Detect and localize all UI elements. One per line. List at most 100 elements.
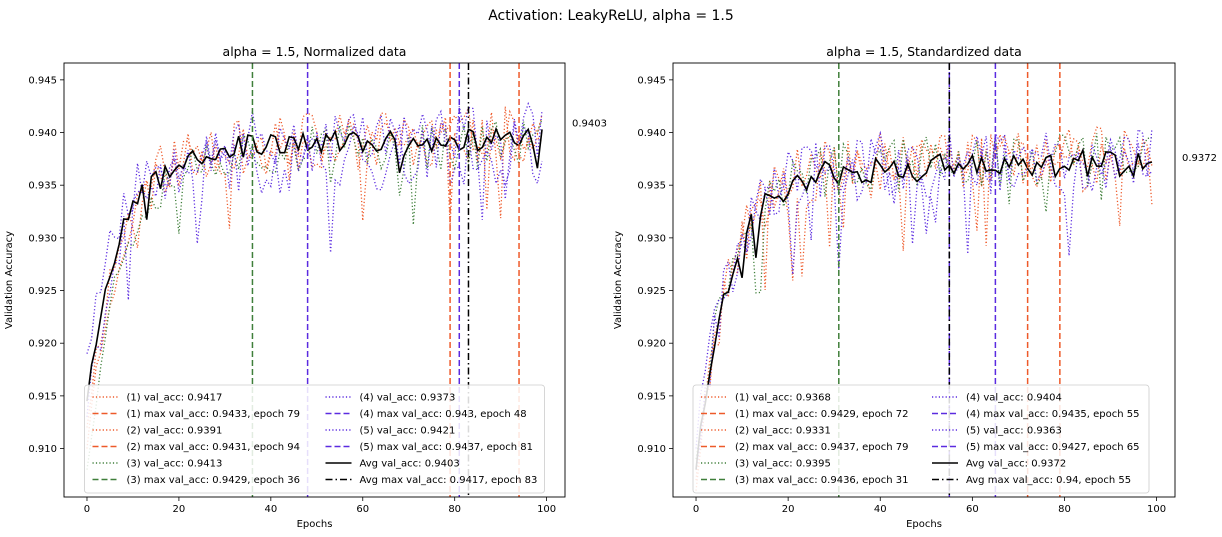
y-tick-label: 0.945 [28, 75, 57, 86]
legend-entry: (4) val_acc: 0.9373 [325, 393, 456, 404]
legend-label: (3) val_acc: 0.9413 [127, 459, 223, 470]
legend-label: Avg val_acc: 0.9372 [966, 459, 1066, 470]
end-value-annotation: 0.9403 [572, 118, 607, 129]
legend-entry: (5) val_acc: 0.9421 [325, 426, 456, 437]
legend-label: (4) max val_acc: 0.943, epoch 48 [360, 409, 527, 420]
x-tick-label: 0 [693, 504, 699, 515]
y-tick-label: 0.915 [637, 391, 666, 402]
legend-label: (5) val_acc: 0.9421 [360, 426, 456, 437]
chart-panel-2: alpha = 1.5, Standardized data 0 20 40 60 80 1… [613, 44, 1217, 530]
y-tick-label: 0.935 [637, 181, 666, 192]
y-tick-label: 0.935 [28, 181, 57, 192]
legend-label: (1) val_acc: 0.9368 [735, 393, 831, 404]
legend-entry: (2) max val_acc: 0.9431, epoch 94 [92, 442, 301, 453]
legend-label: Avg max val_acc: 0.94, epoch 55 [966, 475, 1131, 486]
legend-entry: (1) max val_acc: 0.9433, epoch 79 [92, 409, 301, 420]
legend-entry: (3) max val_acc: 0.9436, epoch 31 [701, 475, 909, 486]
legend-entry: Avg val_acc: 0.9403 [325, 459, 460, 470]
legend-entry: (1) val_acc: 0.9368 [701, 393, 831, 404]
x-tick-label: 20 [782, 504, 795, 515]
y-tick-label: 0.930 [28, 233, 57, 244]
legend-entry: Avg max val_acc: 0.94, epoch 55 [932, 475, 1131, 486]
legend-entry: Avg val_acc: 0.9372 [932, 459, 1066, 470]
legend-label: (2) max val_acc: 0.9431, epoch 94 [127, 442, 301, 453]
legend-entry: (1) max val_acc: 0.9429, epoch 72 [701, 409, 909, 420]
legend-label: Avg max val_acc: 0.9417, epoch 83 [360, 475, 538, 486]
series-line-3 [695, 133, 1153, 460]
legend-label: (3) max val_acc: 0.9429, epoch 36 [127, 475, 301, 486]
x-tick-label: 40 [264, 504, 277, 515]
legend-entry: (2) val_acc: 0.9331 [701, 426, 831, 437]
legend-entry: (2) val_acc: 0.9391 [92, 426, 223, 437]
y-tick-label: 0.925 [637, 286, 666, 297]
legend-label: (1) max val_acc: 0.9429, epoch 72 [735, 409, 909, 420]
x-axis-label: Epochs [297, 519, 333, 530]
y-tick-label: 0.925 [28, 286, 57, 297]
legend-label: Avg val_acc: 0.9403 [360, 459, 460, 470]
legend-label: (1) max val_acc: 0.9433, epoch 79 [127, 409, 301, 420]
legend-label: (4) val_acc: 0.9373 [360, 393, 456, 404]
y-tick-label: 0.915 [28, 391, 57, 402]
x-tick-label: 80 [1058, 504, 1071, 515]
legend-label: (5) val_acc: 0.9363 [966, 426, 1062, 437]
legend-entry: (5) val_acc: 0.9363 [932, 426, 1062, 437]
legend-label: (2) max val_acc: 0.9437, epoch 79 [735, 442, 909, 453]
chart-panel-1: alpha = 1.5, Normalized data 0 20 40 60 80 100… [4, 44, 607, 530]
series-line-5 [86, 101, 543, 354]
figure-suptitle: Activation: LeakyReLU, alpha = 1.5 [488, 8, 734, 24]
x-tick-label: 100 [537, 504, 556, 515]
axes-frame [672, 62, 1176, 498]
y-tick-label: 0.910 [637, 444, 666, 455]
legend-entry: (3) max val_acc: 0.9429, epoch 36 [92, 475, 301, 486]
legend-label: (1) val_acc: 0.9417 [127, 393, 223, 404]
legend-label: (4) max val_acc: 0.9435, epoch 55 [966, 409, 1140, 420]
legend-label: (3) max val_acc: 0.9436, epoch 31 [735, 475, 909, 486]
legend-entry: (4) max val_acc: 0.943, epoch 48 [325, 409, 527, 420]
legend-entry: (5) max val_acc: 0.9427, epoch 65 [932, 442, 1140, 453]
legend-entry: (3) val_acc: 0.9413 [92, 459, 223, 470]
series-line-4 [695, 128, 1153, 449]
legend: (1) val_acc: 0.9368 (1) max val_acc: 0.94… [692, 384, 1150, 494]
series-line-2 [695, 133, 1153, 481]
legend-entry: (1) val_acc: 0.9417 [92, 393, 223, 404]
series-line-5 [695, 128, 1153, 470]
x-tick-label: 20 [173, 504, 186, 515]
y-tick-label: 0.920 [637, 339, 666, 350]
y-axis-label: Validation Accuracy [613, 231, 624, 329]
y-axis-label: Validation Accuracy [4, 231, 15, 329]
legend-label: (3) val_acc: 0.9395 [735, 459, 831, 470]
end-value-annotation: 0.9372 [1182, 153, 1217, 164]
legend-label: (4) val_acc: 0.9404 [966, 393, 1062, 404]
x-tick-label: 40 [874, 504, 887, 515]
legend-entry: Avg max val_acc: 0.9417, epoch 83 [325, 475, 538, 486]
legend: (1) val_acc: 0.9417 (1) max val_acc: 0.94… [84, 384, 545, 494]
x-tick-label: 60 [966, 504, 979, 515]
legend-entry: (3) val_acc: 0.9395 [701, 459, 831, 470]
y-tick-label: 0.930 [637, 233, 666, 244]
series-line-6 [86, 126, 543, 402]
x-tick-label: 80 [448, 504, 461, 515]
x-axis-label: Epochs [906, 519, 942, 530]
plot-area [86, 63, 543, 497]
legend-entry: (4) val_acc: 0.9404 [932, 393, 1062, 404]
series-line-4 [86, 122, 543, 418]
legend-label: (2) val_acc: 0.9331 [735, 426, 831, 437]
y-tick-label: 0.940 [637, 128, 666, 139]
legend-box [84, 384, 545, 494]
x-tick-label: 60 [356, 504, 369, 515]
series-line-2 [86, 109, 543, 449]
y-tick-label: 0.920 [28, 339, 57, 350]
x-tick-label: 100 [1147, 504, 1166, 515]
legend-entry: (5) max val_acc: 0.9437, epoch 81 [325, 442, 534, 453]
legend-entry: (4) max val_acc: 0.9435, epoch 55 [932, 409, 1140, 420]
y-tick-label: 0.910 [28, 444, 57, 455]
axes-frame [63, 62, 566, 498]
legend-label: (2) val_acc: 0.9391 [127, 426, 223, 437]
panel-title: alpha = 1.5, Standardized data [826, 44, 1022, 59]
legend-label: (5) max val_acc: 0.9437, epoch 81 [360, 442, 534, 453]
y-tick-label: 0.945 [637, 75, 666, 86]
legend-entry: (2) max val_acc: 0.9437, epoch 79 [701, 442, 909, 453]
panel-title: alpha = 1.5, Normalized data [223, 44, 407, 59]
y-tick-label: 0.940 [28, 128, 57, 139]
